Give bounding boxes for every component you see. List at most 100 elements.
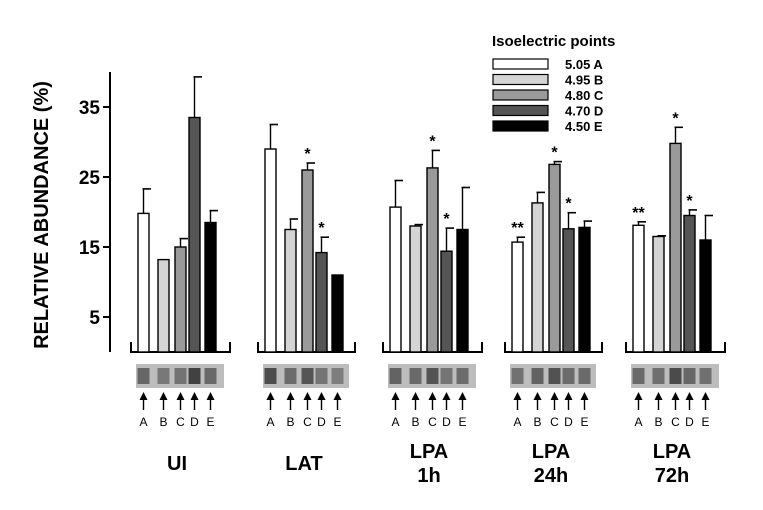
bar — [440, 250, 453, 353]
lane-letter: B — [533, 415, 541, 429]
significance-marker: * — [429, 133, 436, 150]
lane-arrowhead — [190, 392, 199, 400]
bar — [284, 228, 297, 353]
lane-arrowhead — [458, 392, 467, 400]
gel-band — [511, 368, 524, 384]
gel-band — [632, 368, 645, 384]
lane-arrowhead — [701, 392, 710, 400]
group-label: LPA — [653, 441, 692, 463]
legend-item: 4.80 C — [492, 88, 604, 103]
bar — [331, 274, 344, 353]
bar — [315, 251, 328, 353]
gel-band — [562, 368, 575, 384]
group-label: UI — [167, 453, 187, 475]
lane-arrowhead — [317, 392, 326, 400]
legend-swatch — [492, 120, 549, 132]
legend-label: 4.70 D — [565, 104, 603, 119]
lane-letter: B — [286, 415, 294, 429]
legend-title: Isoelectric points — [492, 33, 615, 50]
gel-band — [409, 368, 422, 384]
gel-band — [548, 368, 561, 384]
bar — [548, 163, 561, 353]
bar — [174, 246, 187, 353]
bar — [699, 239, 712, 353]
bar — [652, 235, 665, 353]
gel-band — [301, 368, 314, 384]
lane-letter: A — [513, 415, 521, 429]
significance-marker: * — [686, 193, 693, 210]
bar — [578, 226, 591, 353]
gel-band — [137, 368, 150, 384]
lane-letter: C — [303, 415, 312, 429]
bar — [188, 116, 201, 353]
lane-letter: A — [139, 415, 147, 429]
gel-band — [315, 368, 328, 384]
lane-arrowhead — [411, 392, 420, 400]
y-axis-label: RELATIVE ABUNDANCE (%) — [31, 81, 53, 349]
gel-band — [699, 368, 712, 384]
gel-band — [188, 368, 201, 384]
legend-swatch — [492, 73, 549, 86]
bar — [301, 169, 314, 353]
legend-item: 4.70 D — [492, 104, 603, 119]
group-label: 24h — [534, 465, 568, 487]
group-label: 1h — [417, 465, 440, 487]
bar — [157, 258, 170, 353]
lane-arrowhead — [266, 392, 275, 400]
bar — [683, 214, 696, 353]
gel-band — [440, 368, 453, 384]
significance-marker: * — [565, 196, 572, 213]
lane-letter: A — [391, 415, 399, 429]
gel-band — [456, 368, 469, 384]
gel-band — [531, 368, 544, 384]
lane-arrowhead — [634, 392, 643, 400]
bar — [632, 224, 645, 353]
lane-arrowhead — [286, 392, 295, 400]
bar — [389, 206, 402, 353]
legend-swatch — [492, 89, 549, 101]
lane-arrowhead — [176, 392, 185, 400]
lane-arrowhead — [533, 392, 542, 400]
lane-arrowhead — [564, 392, 573, 400]
gel-band — [389, 368, 402, 384]
lane-letter: E — [206, 415, 214, 429]
lane-arrowhead — [206, 392, 215, 400]
legend-swatch — [492, 58, 549, 70]
significance-marker: * — [304, 146, 311, 163]
lane-arrowhead — [428, 392, 437, 400]
lane-arrowhead — [391, 392, 400, 400]
significance-marker: * — [318, 220, 325, 237]
bar — [409, 225, 422, 353]
legend-label: 4.50 E — [565, 119, 603, 134]
lane-arrowhead — [685, 392, 694, 400]
lane-letter: A — [634, 415, 642, 429]
bar — [204, 221, 217, 353]
lane-arrowhead — [671, 392, 680, 400]
bar — [264, 148, 277, 353]
lane-letter: D — [685, 415, 694, 429]
legend-item: 4.95 B — [492, 73, 603, 88]
gel-band — [284, 368, 297, 384]
lane-letter: D — [564, 415, 573, 429]
lane-letter: A — [266, 415, 274, 429]
gel-band — [157, 368, 170, 384]
gel-band — [683, 368, 696, 384]
gel-band — [174, 368, 187, 384]
group-label: LPA — [532, 441, 571, 463]
gel-band — [264, 368, 277, 384]
lane-letter: E — [580, 415, 588, 429]
lane-arrowhead — [139, 392, 148, 400]
lane-letter: D — [190, 415, 199, 429]
legend-label: 4.80 C — [565, 88, 604, 103]
bar — [426, 167, 439, 353]
lane-letter: E — [701, 415, 709, 429]
lane-arrowhead — [442, 392, 451, 400]
gel-band — [652, 368, 665, 384]
lane-arrowhead — [333, 392, 342, 400]
gel-band — [426, 368, 439, 384]
